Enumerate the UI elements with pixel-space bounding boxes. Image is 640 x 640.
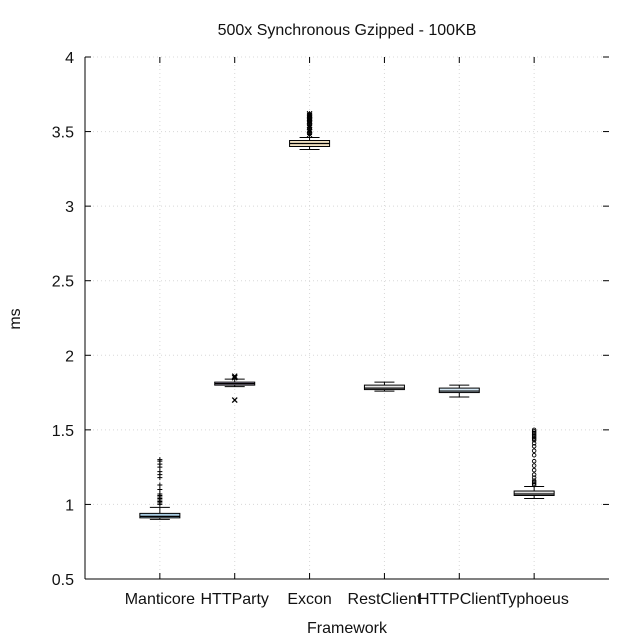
outlier-point	[531, 478, 537, 483]
x-tick-label: HTTPClient	[418, 591, 501, 608]
y-tick-label: 4	[65, 50, 74, 67]
grid	[85, 56, 609, 580]
box-plot-httparty	[214, 373, 256, 403]
x-axis-label: Framework	[307, 620, 388, 637]
x-tick-label: HTTParty	[200, 591, 268, 608]
outlier-point	[531, 458, 537, 464]
y-tick-label: 1	[65, 497, 74, 514]
box-iqr	[438, 387, 480, 394]
outlier-point	[231, 374, 238, 381]
outlier-point	[157, 491, 163, 497]
y-tick-label: 3.5	[52, 125, 74, 142]
outlier-point	[531, 432, 537, 437]
x-ticks: Manticore HTTParty Excon RestClientHTTPClie…	[125, 57, 569, 608]
y-tick-label: 3	[65, 199, 74, 216]
outlier-point	[531, 444, 537, 449]
outlier-point	[531, 429, 537, 434]
outlier-point	[531, 438, 537, 443]
box-iqr	[363, 384, 405, 391]
outlier-point	[157, 482, 163, 488]
outlier-point	[157, 457, 163, 463]
y-ticks: 0.5 1 1.5 2 2.5 3 3.5 4	[52, 50, 609, 589]
outlier-point	[531, 435, 537, 440]
outlier-point	[531, 427, 537, 433]
outlier-point	[231, 373, 238, 380]
outlier-point	[531, 430, 537, 436]
box-plot-manticore	[139, 457, 181, 520]
box-plot-excon	[289, 110, 331, 150]
outlier-point	[531, 448, 537, 453]
x-tick-label: Excon	[287, 591, 331, 608]
outlier-point	[531, 479, 537, 485]
outlier-point	[531, 452, 537, 458]
box-plot-restclient	[363, 381, 405, 392]
box-iqr	[513, 490, 555, 496]
outlier-point	[531, 481, 537, 486]
y-tick-label: 1.5	[52, 423, 74, 440]
outlier-point	[531, 441, 537, 446]
x-tick-label: Typhoeus	[499, 591, 568, 608]
outlier-point	[157, 487, 163, 493]
outlier-point	[531, 433, 537, 439]
y-tick-label: 2.5	[52, 274, 74, 291]
outlier-point	[531, 472, 537, 477]
outlier-point	[531, 463, 537, 468]
outlier-point	[306, 131, 313, 138]
outlier-point	[531, 467, 537, 473]
outlier-point	[231, 397, 238, 403]
y-tick-label: 0.5	[52, 572, 74, 589]
outlier-point	[531, 475, 537, 480]
box-iqr	[139, 512, 181, 519]
y-axis-label: ms	[7, 308, 24, 329]
outlier-point	[306, 127, 313, 133]
x-tick-label: Manticore	[125, 591, 195, 608]
y-tick-label: 2	[65, 348, 74, 365]
axes	[84, 57, 609, 580]
outlier-point	[306, 110, 313, 117]
chart-title: 500x Synchronous Gzipped - 100KB	[218, 22, 477, 39]
outlier-point	[531, 436, 537, 442]
outlier-point	[531, 482, 537, 488]
boxes	[139, 110, 555, 520]
outlier-point	[157, 469, 163, 475]
box-plot-httpclient	[438, 384, 480, 398]
outlier-point	[306, 122, 313, 129]
x-tick-label: RestClient	[348, 591, 422, 608]
box-plot-typhoeus	[513, 427, 555, 499]
